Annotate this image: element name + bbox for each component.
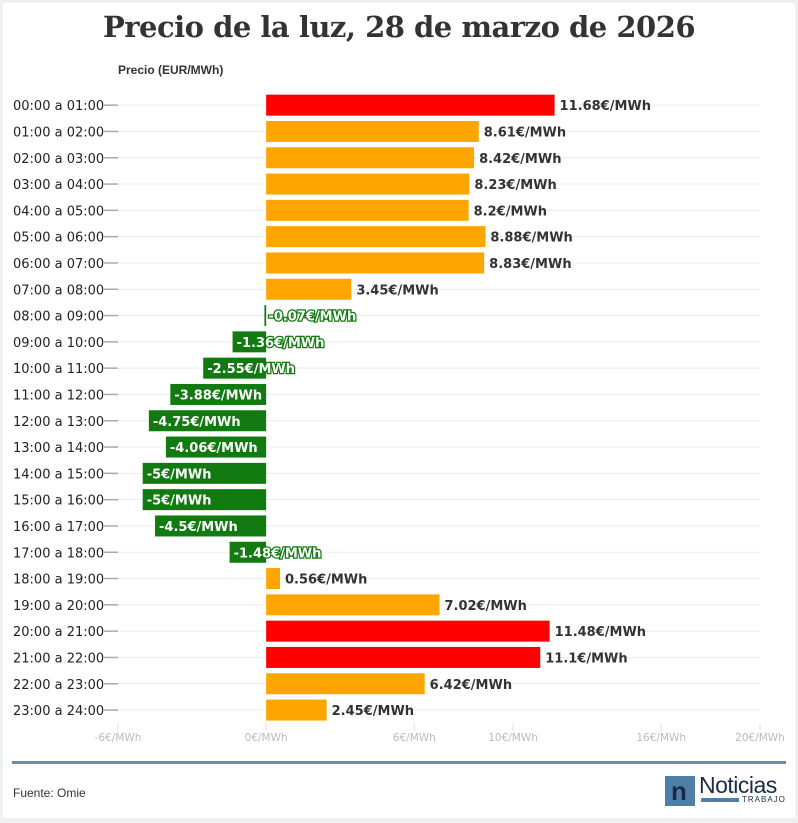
noticias-trabajo-logo: n Noticias TRABAJO [665,772,787,807]
bar [142,462,267,484]
bar [266,673,425,695]
category-label: 04:00 a 05:00 [13,204,104,219]
category-label: 21:00 a 22:00 [13,651,104,666]
x-tick-label: 16€/MWh [636,732,686,744]
x-tick-label: -6€/MWh [95,732,142,744]
value-label: 8.42€/MWh [479,152,561,167]
x-tick-label: 20€/MWh [735,732,785,744]
logo-underline [701,798,739,802]
value-label: 8.61€/MWh [484,125,566,140]
value-label: -4.06€/MWh [170,441,258,456]
category-label: 08:00 a 09:00 [13,310,104,325]
category-label: 20:00 a 21:00 [13,625,104,640]
logo-name: Noticias [699,772,777,798]
value-label: 11.1€/MWh [545,651,627,666]
bar [170,383,267,405]
bar [266,94,555,116]
value-label: 7.02€/MWh [444,599,526,614]
bar [266,620,550,642]
value-label: 0.56€/MWh [285,573,367,588]
category-label: 15:00 a 16:00 [13,494,104,509]
category-label: 12:00 a 13:00 [13,415,104,430]
bar [165,436,267,458]
bar [232,331,267,353]
category-label: 07:00 a 08:00 [13,283,104,298]
value-label: -4.75€/MWh [153,415,241,430]
bar [266,594,440,616]
value-label: 11.68€/MWh [560,99,651,114]
category-label: 00:00 a 01:00 [13,99,104,114]
bar [266,173,470,195]
bar [142,489,267,511]
value-label: -1.48€/MWh [234,546,322,561]
value-label: 8.2€/MWh [474,204,547,219]
category-label: 17:00 a 18:00 [13,546,104,561]
bar [264,305,267,327]
value-label: -5€/MWh [147,467,212,482]
bar [266,568,280,590]
y-axis-label: Precio (EUR/MWh) [118,63,224,77]
value-label: 8.83€/MWh [489,257,571,272]
footer-divider [12,761,786,764]
bar [266,147,475,169]
logo-mark-icon: n [665,776,695,806]
value-label: -2.55€/MWh [207,362,295,377]
value-label: -5€/MWh [147,494,212,509]
bar [148,410,267,432]
value-label: -4.5€/MWh [159,520,238,535]
value-label: -3.88€/MWh [174,388,262,403]
x-tick-label: 10€/MWh [488,732,538,744]
category-label: 13:00 a 14:00 [13,441,104,456]
bar [266,252,485,274]
bar [266,199,469,221]
category-label: 09:00 a 10:00 [13,336,104,351]
category-label: 23:00 a 24:00 [13,704,104,719]
value-label: 3.45€/MWh [356,283,438,298]
category-label: 01:00 a 02:00 [13,125,104,140]
category-label: 18:00 a 19:00 [13,573,104,588]
category-label: 22:00 a 23:00 [13,678,104,693]
category-label: 19:00 a 20:00 [13,599,104,614]
category-label: 05:00 a 06:00 [13,231,104,246]
value-label: -0.07€/MWh [268,310,356,325]
logo-subtitle: TRABAJO [742,795,786,804]
category-label: 02:00 a 03:00 [13,152,104,167]
bar [266,226,486,248]
category-label: 06:00 a 07:00 [13,257,104,272]
category-label: 14:00 a 15:00 [13,467,104,482]
x-tick-label: 6€/MWh [393,732,436,744]
bar [266,646,541,668]
bar [266,699,327,721]
bar-chart: -6€/MWh 0€/MWh 6€/MWh 10€/MWh 16€/MWh 20€/MWh… [13,94,785,744]
bar [266,278,352,300]
category-label: 16:00 a 17:00 [13,520,104,535]
source-note: Fuente: Omie [13,786,86,800]
bar [155,515,267,537]
x-tick-label: 0€/MWh [245,732,288,744]
value-label: 11.48€/MWh [555,625,646,640]
value-label: 8.23€/MWh [474,178,556,193]
chart-title: Precio de la luz, 28 de marzo de 2026 [102,10,696,44]
bar [266,120,479,142]
category-label: 10:00 a 11:00 [13,362,104,377]
category-label: 03:00 a 04:00 [13,178,104,193]
value-label: -1.36€/MWh [237,336,325,351]
value-label: 8.88€/MWh [490,231,572,246]
category-label: 11:00 a 12:00 [13,388,104,403]
value-label: 2.45€/MWh [332,704,414,719]
value-label: 6.42€/MWh [430,678,512,693]
bar [203,357,267,379]
bar [229,541,267,563]
